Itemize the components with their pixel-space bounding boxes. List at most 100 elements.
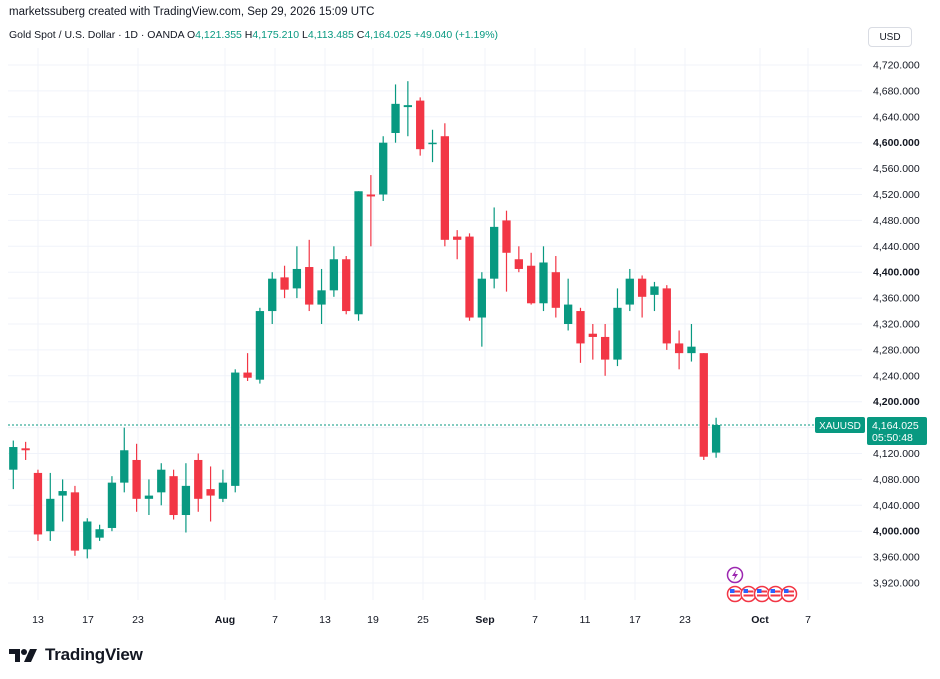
x-tick-label: 13: [32, 614, 44, 626]
low-label: L: [302, 29, 308, 41]
price-tag-price: 4,164.025: [872, 420, 919, 432]
y-tick-label: 4,040.000: [873, 500, 920, 512]
economic-events[interactable]: [726, 566, 744, 584]
candle-body: [625, 278, 634, 305]
flag-stripe: [757, 594, 767, 597]
y-tick-label: 4,400.000: [873, 267, 920, 279]
x-tick-label: 7: [272, 614, 278, 626]
candle-body: [428, 142, 437, 145]
x-tick-label: 17: [629, 614, 641, 626]
x-tick-label: Oct: [751, 614, 769, 626]
candle-body: [366, 194, 376, 197]
candle-body: [255, 311, 265, 380]
candle-body: [514, 259, 523, 269]
tradingview-logo-icon: [9, 649, 37, 662]
price-tag-symbol: XAUUSD: [819, 421, 861, 432]
candle-body: [305, 267, 314, 305]
candle-body: [120, 450, 129, 483]
candle-body: [157, 469, 166, 493]
candles: [9, 81, 721, 559]
candle-body: [379, 142, 388, 195]
x-tick-label: 7: [532, 614, 538, 626]
candle-body: [551, 272, 560, 308]
x-tick-label: 19: [367, 614, 379, 626]
candle-body: [502, 220, 511, 253]
candle-body: [539, 262, 548, 304]
us-flag-icon[interactable]: [780, 585, 798, 603]
x-tick-label: 17: [82, 614, 94, 626]
candle-body: [711, 424, 721, 453]
candle-body: [637, 278, 647, 297]
candle-body: [440, 136, 449, 240]
candle-body: [144, 495, 154, 499]
y-tick-label: 4,680.000: [873, 85, 920, 97]
flag-canton: [770, 589, 775, 593]
flag-stripe: [784, 590, 794, 593]
y-tick-label: 4,560.000: [873, 163, 920, 175]
candle-body: [317, 290, 326, 305]
candle-body: [243, 372, 252, 378]
flag-stripe: [743, 594, 754, 597]
brand-name: TradingView: [45, 645, 143, 664]
x-tick-label: 13: [319, 614, 331, 626]
y-tick-label: 4,520.000: [873, 189, 920, 201]
price-tag-symbol-bg: [815, 416, 865, 433]
y-tick-label: 4,480.000: [873, 215, 920, 227]
candle-body: [206, 489, 215, 496]
flag-stripe: [730, 594, 740, 597]
candle-body: [674, 343, 684, 354]
close-label: C: [356, 29, 365, 41]
high-value: 4,175.210: [252, 29, 300, 41]
symbol-legend: Gold Spot / U.S. Dollar · 1D · OANDA O4,…: [9, 29, 498, 41]
flag-stripe: [784, 594, 794, 597]
chart-credit: marketssuberg created with TradingView.c…: [9, 6, 375, 18]
candle-body: [46, 498, 55, 532]
candle-body: [58, 491, 67, 496]
flag-canton: [757, 589, 762, 593]
candle-body: [650, 286, 659, 295]
x-tick-label: 11: [580, 614, 591, 626]
candle-body: [292, 268, 302, 289]
candle-body: [465, 236, 474, 318]
flag-stripe: [770, 594, 781, 597]
flag-canton: [743, 589, 748, 593]
flag-stripe: [757, 590, 767, 593]
candle-body: [280, 277, 289, 290]
y-tick-label: 3,920.000: [873, 578, 920, 590]
candle-body: [687, 346, 696, 354]
y-tick-label: 4,240.000: [873, 370, 920, 382]
candle-body: [354, 191, 363, 315]
currency-button[interactable]: USD: [868, 27, 912, 47]
candle-body: [268, 278, 277, 312]
open-value: 4,121.355: [195, 29, 242, 41]
y-tick-label: 4,600.000: [873, 137, 920, 149]
candle-body: [416, 100, 425, 150]
candle-body: [453, 236, 462, 240]
x-tick-label: 7: [805, 614, 811, 626]
candle-body: [169, 476, 178, 516]
instrument-label: Gold Spot / U.S. Dollar · 1D · OANDA: [9, 29, 185, 41]
candle-body: [132, 459, 141, 499]
flag-canton: [784, 589, 789, 593]
candle-body: [391, 103, 400, 133]
candle-body: [181, 485, 191, 516]
tradingview-brand[interactable]: TradingView: [9, 645, 143, 665]
x-tick-label: 25: [417, 614, 429, 626]
change-value: +49.040 (+1.19%): [413, 29, 499, 41]
time-axis: 13 17 23 Aug 7 13 19 25 Sep 7 11 17 23 Oct 7: [32, 614, 811, 626]
x-tick-label: Sep: [475, 614, 494, 626]
lightning-glyph: [732, 569, 738, 581]
y-tick-label: 4,720.000: [873, 60, 920, 72]
candle-body: [613, 307, 622, 360]
candle-body: [21, 448, 30, 451]
us-event-flags[interactable]: [726, 585, 798, 603]
price-tag-countdown: 05:50:48: [872, 432, 913, 444]
price-axis: 3,920.000 3,960.000 4,000.000 4,040.000 4,08…: [873, 60, 920, 590]
candle-body: [564, 304, 573, 324]
candle-body: [231, 372, 240, 486]
y-tick-label: 3,960.000: [873, 552, 920, 564]
x-tick-label: 23: [679, 614, 691, 626]
y-tick-label: 4,440.000: [873, 241, 920, 253]
candle-body: [9, 447, 18, 470]
